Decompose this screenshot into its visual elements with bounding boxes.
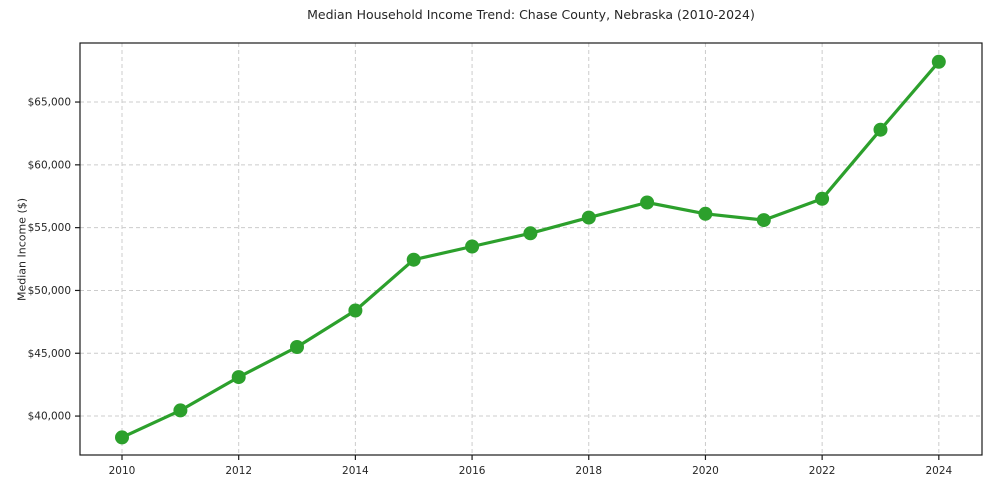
data-point-2022 bbox=[815, 191, 830, 206]
data-point-2014 bbox=[348, 303, 363, 318]
data-point-2013 bbox=[290, 340, 304, 354]
y-tick-label: $45,000 bbox=[28, 348, 71, 360]
data-point-2015 bbox=[406, 252, 421, 267]
data-point-2010 bbox=[115, 430, 129, 445]
x-tick-label: 2016 bbox=[459, 465, 486, 477]
x-tick-label: 2018 bbox=[575, 465, 602, 477]
x-tick-label: 2010 bbox=[109, 465, 136, 477]
data-point-2017 bbox=[523, 226, 538, 241]
x-tick-label: 2024 bbox=[925, 465, 952, 477]
y-tick-label: $60,000 bbox=[28, 159, 71, 171]
data-point-2023 bbox=[873, 122, 888, 137]
y-tick-label: $55,000 bbox=[28, 222, 71, 234]
x-tick-label: 2022 bbox=[809, 465, 836, 477]
x-tick-label: 2014 bbox=[342, 465, 369, 477]
data-point-2011 bbox=[173, 403, 188, 418]
data-point-2019 bbox=[640, 195, 655, 210]
x-tick-label: 2012 bbox=[225, 465, 252, 477]
data-point-2012 bbox=[231, 370, 246, 385]
data-point-2024 bbox=[931, 54, 946, 69]
y-tick-label: $50,000 bbox=[28, 285, 71, 297]
data-point-2021 bbox=[756, 213, 771, 228]
axes-spines bbox=[79, 42, 983, 456]
y-tick-label: $65,000 bbox=[28, 97, 71, 109]
income-trend-line bbox=[120, 60, 941, 439]
data-point-2020 bbox=[698, 206, 713, 221]
y-tick-label: $40,000 bbox=[28, 411, 71, 423]
data-point-2018 bbox=[581, 210, 596, 225]
chart-title: Median Household Income Trend: Chase Cou… bbox=[307, 7, 755, 22]
x-tick-label: 2020 bbox=[692, 465, 719, 477]
data-point-2016 bbox=[465, 239, 480, 254]
